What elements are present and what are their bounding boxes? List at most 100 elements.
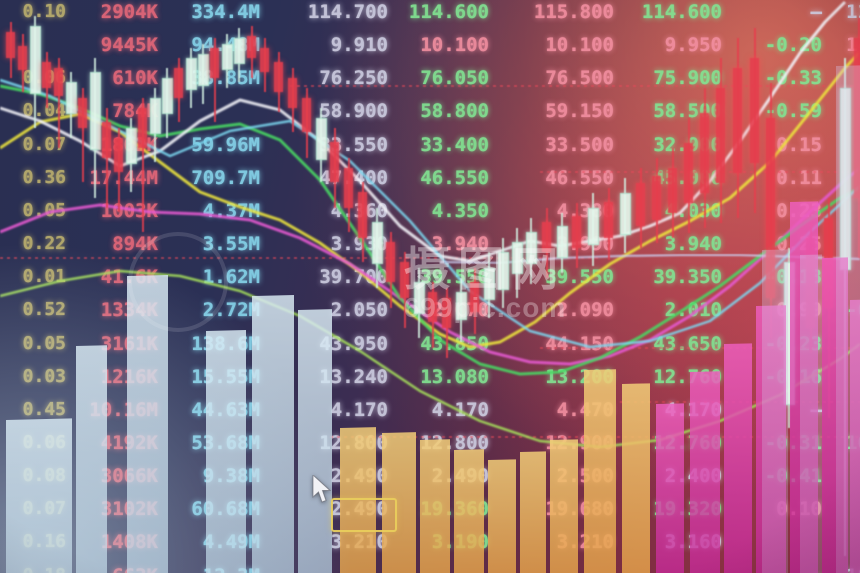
quote-cell[interactable]: 3102K [100, 498, 158, 520]
quote-cell[interactable]: 2904K [100, 1, 158, 23]
quote-cell[interactable]: 2.490 [330, 465, 388, 487]
quote-cell[interactable]: 1802K [100, 134, 158, 156]
quote-cell[interactable]: 0.99 [776, 299, 822, 321]
quote-cell[interactable]: 39.700 [319, 266, 388, 288]
quote-cell[interactable]: 10.100 [420, 34, 489, 56]
quote-cell[interactable]: 46.550 [545, 167, 614, 189]
quote-cell[interactable]: 15.55M [191, 366, 260, 388]
quote-cell[interactable]: 12.760 [653, 366, 722, 388]
quote-cell[interactable]: 4.170 [330, 399, 388, 421]
quote-cell[interactable]: 39.550 [420, 266, 489, 288]
quote-cell[interactable]: 3.990 [556, 233, 614, 255]
quote-cell[interactable]: 0.18 [0, 564, 66, 573]
quote-cell[interactable]: -0.16 [764, 366, 822, 388]
quote-cell[interactable]: 45.000 [653, 167, 722, 189]
quote-cell[interactable]: 17.44M [89, 167, 158, 189]
quote-cell[interactable]: 4.470 [556, 399, 614, 421]
quote-cell[interactable]: 33.550 [319, 134, 388, 156]
quote-cell[interactable]: 44.63M [191, 399, 260, 421]
quote-cell[interactable]: 2.490 [431, 465, 489, 487]
quote-cell[interactable]: -0.59 [764, 100, 822, 122]
quote-cell[interactable]: 4.49M [202, 531, 260, 553]
quote-cell[interactable]: 58.800 [420, 100, 489, 122]
quote-cell[interactable]: 13.240 [319, 366, 388, 388]
quote-cell[interactable]: 3066K [100, 465, 158, 487]
quote-cell[interactable]: 0.05 [22, 200, 66, 221]
quote-cell[interactable]: 894K [112, 233, 158, 255]
quote-cell[interactable]: — [692, 564, 822, 573]
quote-cell[interactable]: 3.160 [664, 531, 722, 553]
quote-cell[interactable]: 2.070 [431, 299, 489, 321]
quote-cell[interactable]: 3161K [100, 333, 158, 355]
quote-cell[interactable]: 43.850 [420, 333, 489, 355]
quote-cell[interactable]: 0.36 [22, 167, 66, 188]
quote-cell[interactable]: -0.41 [764, 465, 822, 487]
quote-cell[interactable]: 0.05 [22, 333, 66, 354]
quote-cell[interactable]: 32.900 [653, 134, 722, 156]
quote-cell[interactable]: 2.050 [330, 299, 388, 321]
quote-cell[interactable]: 12.800 [420, 432, 489, 454]
quote-cell[interactable]: 3.210 [556, 531, 614, 553]
quote-cell[interactable]: 19.360 [420, 498, 489, 520]
quote-cell[interactable]: 0.16 [22, 531, 66, 552]
quote-cell[interactable]: 0.10 [22, 1, 66, 22]
quote-cell[interactable]: 0.10 [776, 498, 822, 520]
quote-cell[interactable]: 9.38M [202, 465, 260, 487]
quote-cell[interactable]: 4.380 [556, 200, 614, 222]
quote-cell[interactable]: 0.01 [22, 266, 66, 287]
quote-cell[interactable]: 0.25 [776, 233, 822, 255]
quote-cell[interactable]: 41.6K [100, 266, 158, 288]
quote-cell[interactable]: 709.7M [191, 167, 260, 189]
quote-cell[interactable]: 2.090 [556, 299, 614, 321]
quote-cell[interactable]: 12.760 [653, 432, 722, 454]
quote-cell[interactable]: -0.23 [764, 333, 822, 355]
quote-cell[interactable]: 2.72M [202, 299, 260, 321]
quote-cell[interactable]: 114.600 [408, 1, 489, 23]
quote-cell[interactable]: 0.45 [22, 399, 66, 420]
quote-cell[interactable]: 4.170 [431, 399, 489, 421]
quote-cell[interactable]: — [810, 399, 822, 421]
quote-cell[interactable]: 663K [28, 564, 158, 573]
quote-cell[interactable]: 3.930 [330, 233, 388, 255]
quote-cell[interactable]: 9445K [100, 34, 158, 56]
quote-cell[interactable]: 39.550 [545, 266, 614, 288]
quote-cell[interactable]: -0.13 [764, 266, 822, 288]
quote-cell[interactable]: 114.700 [307, 1, 388, 23]
quote-cell[interactable]: 0.52 [22, 299, 66, 320]
quote-cell[interactable]: 76.250 [319, 67, 388, 89]
quote-cell[interactable]: 94.48M [191, 34, 260, 56]
quote-cell[interactable]: 10.100 [545, 34, 614, 56]
quote-cell[interactable]: -0.20 [764, 34, 822, 56]
quote-cell[interactable]: 13.080 [420, 366, 489, 388]
quote-cell[interactable]: 53.68M [191, 432, 260, 454]
quote-cell[interactable]: 2.400 [664, 465, 722, 487]
quote-cell[interactable]: 4192K [100, 432, 158, 454]
quote-cell[interactable]: 0.06 [22, 67, 66, 88]
quote-cell[interactable]: 0.15 [776, 134, 822, 156]
quote-cell[interactable]: — [810, 1, 822, 23]
quote-cell[interactable]: 2.010 [664, 299, 722, 321]
quote-cell[interactable]: 0.04 [22, 100, 66, 121]
quote-cell[interactable]: 33.400 [420, 134, 489, 156]
quote-cell[interactable]: -0.33 [764, 67, 822, 89]
quote-cell[interactable]: -0.31 [764, 432, 822, 454]
quote-cell[interactable]: 1408K [100, 531, 158, 553]
quote-cell[interactable]: 2.490 [330, 498, 388, 520]
quote-cell[interactable]: 3.55M [202, 233, 260, 255]
quote-cell[interactable]: 1003K [100, 200, 158, 222]
quote-cell[interactable]: 114.600 [641, 1, 722, 23]
quote-cell[interactable]: 9.910 [330, 34, 388, 56]
quote-cell[interactable]: 4.360 [330, 200, 388, 222]
quote-cell[interactable]: 38.85M [191, 67, 260, 89]
quote-cell[interactable]: 0.07 [22, 498, 66, 519]
quote-cell[interactable]: 4.170 [664, 399, 722, 421]
quote-cell[interactable]: 33.500 [545, 134, 614, 156]
quote-cell[interactable]: 58.500 [653, 100, 722, 122]
quote-cell[interactable]: 12.900 [545, 432, 614, 454]
quote-cell[interactable]: 3.210 [330, 531, 388, 553]
quote-cell[interactable]: 0.23 [776, 200, 822, 222]
quote-cell[interactable]: 0.11 [776, 167, 822, 189]
quote-cell[interactable]: 12.800 [319, 432, 388, 454]
quote-cell[interactable]: 4.030 [664, 200, 722, 222]
quote-cell[interactable]: 1.62M [202, 266, 260, 288]
